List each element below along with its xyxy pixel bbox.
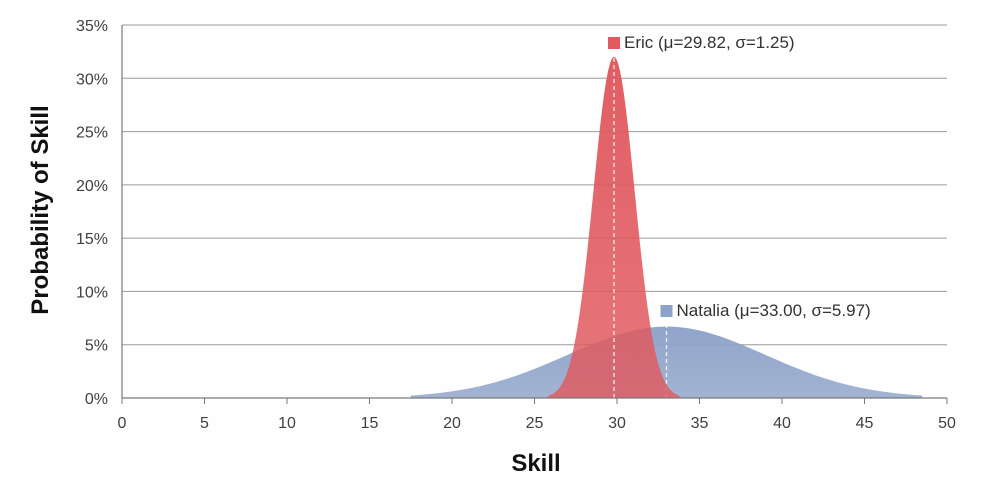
y-tick-label: 15% bbox=[76, 231, 108, 248]
y-tick-label: 30% bbox=[76, 71, 108, 88]
x-tick-label: 10 bbox=[278, 415, 296, 432]
x-tick-label: 50 bbox=[938, 415, 956, 432]
x-tick-label: 15 bbox=[361, 415, 379, 432]
axis-layer bbox=[121, 25, 948, 404]
y-tick-label: 5% bbox=[85, 338, 108, 355]
x-tick-label: 25 bbox=[526, 415, 544, 432]
label-layer: 0% 5% 10% 15% 20% 25% 30% 35% 0 5 10 15 20 25 30 35 40 45… bbox=[76, 18, 956, 432]
natalia-legend-label: Natalia (μ=33.00, σ=5.97) bbox=[677, 301, 871, 320]
y-axis-title: Probability of Skill bbox=[27, 105, 54, 314]
eric-legend-label: Eric (μ=29.82, σ=1.25) bbox=[624, 33, 795, 52]
y-tick-label: 25% bbox=[76, 125, 108, 142]
eric-legend-marker bbox=[608, 37, 621, 49]
x-tick-label: 5 bbox=[200, 415, 209, 432]
area-layer bbox=[410, 56, 923, 399]
y-tick-label: 0% bbox=[85, 391, 108, 408]
x-tick-label: 45 bbox=[856, 415, 874, 432]
grid-layer bbox=[122, 24, 947, 346]
natalia-legend-marker bbox=[660, 305, 673, 317]
y-tick-label: 10% bbox=[76, 284, 108, 301]
y-tick-label: 20% bbox=[76, 178, 108, 195]
y-tick-label: 35% bbox=[76, 18, 108, 35]
x-tick-label: 35 bbox=[691, 415, 709, 432]
x-tick-label: 20 bbox=[443, 415, 461, 432]
x-tick-label: 30 bbox=[608, 415, 626, 432]
x-tick-label: 40 bbox=[773, 415, 791, 432]
x-axis-title: Skill bbox=[511, 450, 560, 477]
x-tick-label: 0 bbox=[118, 415, 127, 432]
